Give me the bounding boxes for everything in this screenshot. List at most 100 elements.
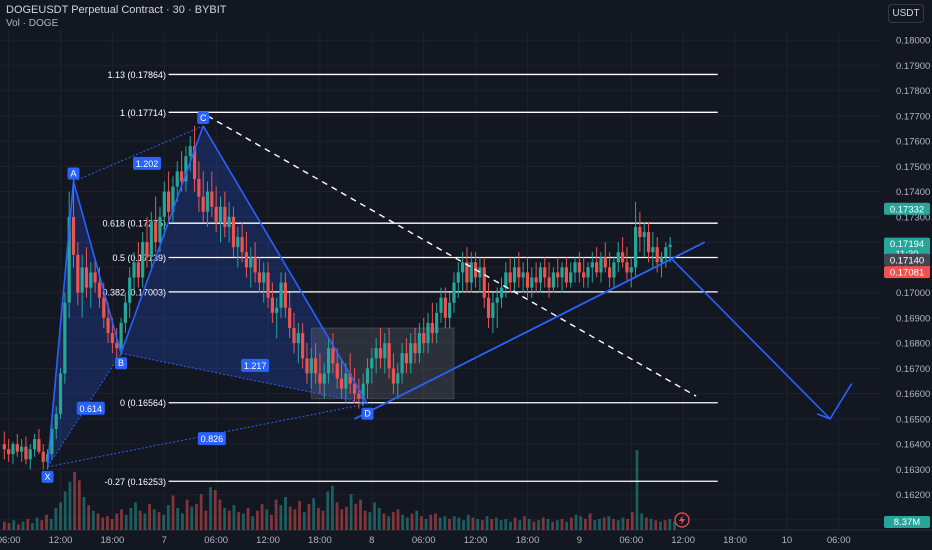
- candle-body: [162, 191, 166, 217]
- candle-body: [387, 343, 391, 369]
- volume-bar: [134, 502, 137, 530]
- candle-body: [370, 358, 374, 369]
- candle-body: [314, 358, 318, 374]
- volume-bar: [176, 507, 180, 530]
- candle-body: [430, 322, 434, 334]
- candle-body: [426, 322, 430, 344]
- volume-bar: [490, 518, 494, 530]
- volume-bar: [504, 518, 508, 530]
- volume-bar: [523, 516, 526, 530]
- x-tick-label: 12:00: [49, 535, 73, 546]
- candle-body: [508, 272, 512, 283]
- candle-body: [309, 358, 313, 374]
- candle-body: [439, 297, 443, 313]
- candle-body: [214, 206, 218, 222]
- x-tick-label: 12:00: [464, 535, 488, 546]
- x-tick-label: 18:00: [308, 535, 332, 546]
- pattern-point-badge: [115, 357, 128, 370]
- volume-bar: [574, 514, 578, 530]
- volume-bar: [659, 521, 662, 530]
- volume-bar: [612, 518, 615, 530]
- candle-body: [664, 247, 668, 258]
- candle-body: [184, 156, 188, 182]
- fib-level-label: 0 (0.16564): [120, 398, 166, 408]
- candle-body: [556, 272, 560, 278]
- candle-body: [20, 446, 24, 452]
- candle-body: [560, 267, 564, 278]
- volume-bar: [354, 503, 358, 530]
- volume-bar: [584, 518, 587, 530]
- candle-body: [154, 221, 158, 243]
- volume-bar: [424, 518, 428, 530]
- candle-body: [110, 333, 115, 344]
- volume-bar: [527, 518, 531, 530]
- candle-body: [469, 262, 473, 283]
- candle-body: [270, 297, 274, 313]
- volume-bar: [485, 516, 489, 530]
- volume-axis-value: 8.37M: [894, 517, 920, 528]
- volume-bar: [640, 513, 644, 530]
- volume-bar: [195, 503, 198, 530]
- volume-bar: [218, 499, 222, 530]
- y-tick-label: 0.17500: [896, 162, 930, 173]
- pattern-leg: [202, 125, 369, 405]
- candle-body: [344, 373, 348, 389]
- y-tick-label: 0.17000: [896, 288, 930, 299]
- candle-body: [292, 327, 296, 344]
- volume-bar: [368, 512, 372, 530]
- volume-bar: [237, 512, 241, 530]
- volume-bar: [668, 518, 672, 530]
- candle-body: [331, 348, 335, 364]
- volume-bar: [532, 521, 536, 530]
- volume-bar: [405, 517, 409, 530]
- volume-bar: [644, 517, 648, 530]
- candle-body: [132, 262, 136, 278]
- volume-bar: [462, 520, 465, 530]
- candle-body: [89, 272, 93, 288]
- candle-body: [54, 413, 58, 429]
- volume-bar: [593, 520, 597, 530]
- ratio-badge: [241, 358, 270, 372]
- pattern-point-label: X: [45, 472, 51, 482]
- y-tick-label: 0.17700: [896, 111, 930, 122]
- pattern-point-label: D: [364, 409, 371, 419]
- y-tick-label: 0.17300: [896, 212, 930, 223]
- price-axis-value: 0.17140: [890, 255, 924, 266]
- candle-body: [283, 282, 287, 308]
- candle-body: [201, 196, 205, 212]
- pattern-leg: [120, 125, 204, 354]
- candle-body: [383, 343, 387, 359]
- volume-bar: [391, 512, 395, 530]
- candle-body: [136, 262, 140, 278]
- volume-bar: [115, 513, 119, 530]
- volume-bar: [499, 520, 503, 530]
- projection-path: [669, 256, 853, 421]
- candle-body: [357, 393, 361, 399]
- volume-bar: [171, 495, 175, 530]
- volume-bar: [31, 523, 34, 530]
- volume-bar: [288, 506, 292, 530]
- volume-bar: [420, 516, 423, 530]
- x-tick-label: 12:00: [671, 535, 695, 546]
- candle-body: [205, 191, 210, 212]
- volume-bar: [429, 514, 433, 530]
- volume-bar: [555, 520, 559, 530]
- fib-level-label: 1 (0.17714): [120, 108, 166, 118]
- volume-bar: [307, 503, 311, 530]
- candle-body: [577, 262, 581, 273]
- y-tick-label: 0.16900: [896, 313, 930, 324]
- pattern-leg: [46, 181, 75, 467]
- resistance-dashed-line: [207, 115, 697, 397]
- currency-button[interactable]: USDT: [888, 4, 924, 23]
- candle-body: [58, 373, 63, 414]
- candle-body: [145, 242, 149, 258]
- volume-bar: [513, 517, 517, 530]
- candle-body: [422, 333, 426, 344]
- candle-body: [530, 277, 534, 288]
- candle-body: [102, 297, 106, 318]
- chart-title: DOGEUSDT Perpetual Contract · 30 · BYBIT: [6, 4, 227, 16]
- candle-body: [620, 252, 625, 263]
- volume-bar: [157, 512, 161, 530]
- y-tick-label: 0.17600: [896, 137, 930, 148]
